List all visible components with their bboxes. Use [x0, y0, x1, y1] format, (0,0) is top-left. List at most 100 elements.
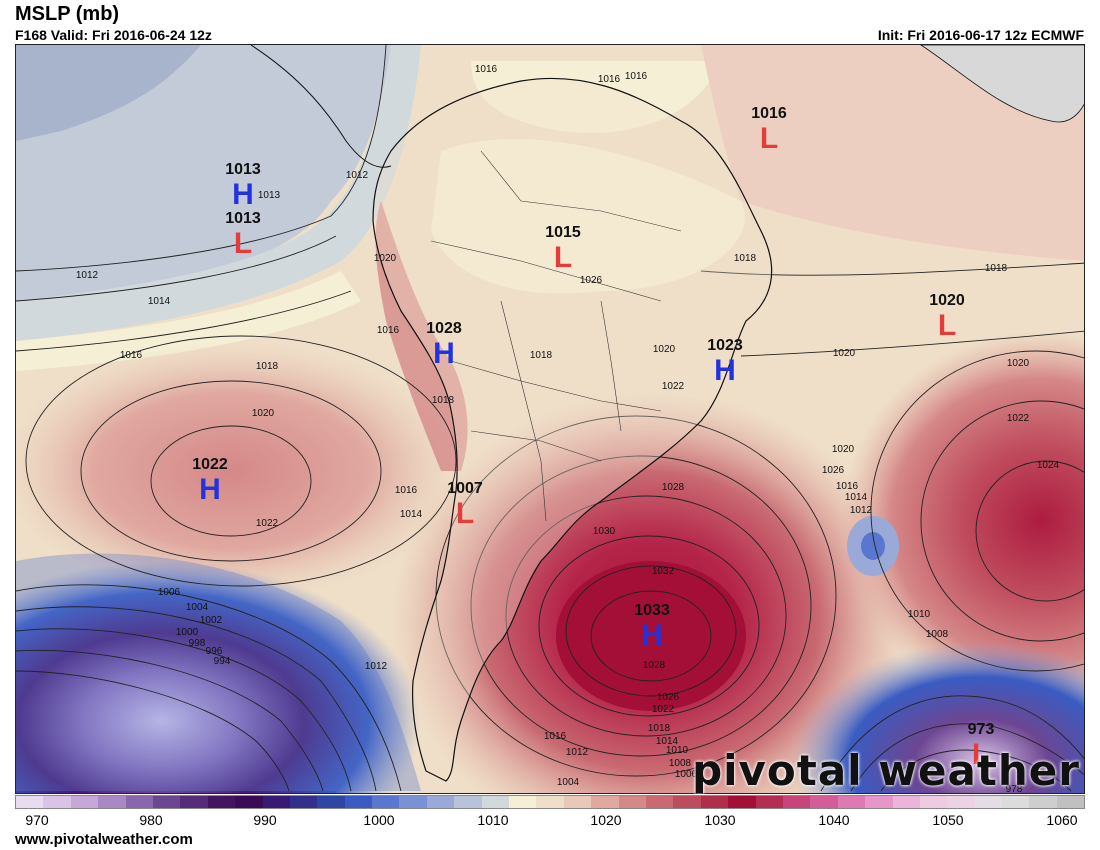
colorbar-segment — [426, 796, 455, 808]
isobar-label: 1016 — [395, 485, 418, 496]
isobar-label: 994 — [214, 656, 231, 667]
isobar-label: 1006 — [158, 587, 181, 598]
isobar-label: 1018 — [734, 253, 757, 264]
isobar-label: 1020 — [833, 348, 856, 359]
pressure-value-label: 1033 — [634, 602, 670, 619]
colorbar-segment — [700, 796, 729, 808]
low-pressure-marker: L — [456, 497, 474, 530]
isobar-label: 1026 — [822, 465, 845, 476]
isobar-label: 1018 — [256, 361, 279, 372]
colorbar-segment — [782, 796, 811, 808]
colorbar-segment — [1056, 796, 1085, 808]
isobar-label: 1012 — [76, 270, 99, 281]
isobar-label: 978 — [1006, 784, 1023, 793]
colorbar-segment — [317, 796, 345, 808]
pressure-value-label: 1023 — [707, 337, 743, 354]
pressure-value-label: 1013 — [225, 210, 261, 227]
high-pressure-marker: H — [641, 619, 663, 652]
isobar-label: 1026 — [657, 692, 680, 703]
colorbar-tick-label: 980 — [139, 812, 163, 828]
high-pressure-marker: H — [199, 473, 221, 506]
isobar-label: 1014 — [656, 736, 679, 747]
isobar-label: 1008 — [669, 758, 692, 769]
isobar-label: 996 — [206, 646, 223, 657]
isobar-label: 1004 — [557, 777, 580, 788]
isobar-label: 1016 — [598, 74, 621, 85]
high-pressure-marker: H — [232, 178, 254, 211]
pressure-value-label: 1028 — [426, 320, 462, 337]
colorbar-segment — [180, 796, 208, 808]
low-pressure-marker: L — [972, 738, 990, 771]
isobar-label: 1020 — [252, 408, 275, 419]
colorbar-segment — [16, 796, 44, 808]
low-pressure-marker: L — [234, 227, 252, 260]
isobar-label: 1016 — [475, 64, 498, 75]
isobar-label: 1032 — [652, 566, 675, 577]
colorbar-segment — [1002, 796, 1030, 808]
colorbar-tick-label: 1020 — [590, 812, 622, 828]
pressure-value-label: 973 — [968, 721, 995, 738]
isobar-label: 1030 — [593, 526, 616, 537]
isobar-label: 1010 — [908, 609, 931, 620]
colorbar-segment — [481, 796, 510, 808]
colorbar-segment — [728, 796, 756, 808]
isobar-label: 1024 — [1037, 460, 1060, 471]
isobar-label: 1020 — [653, 344, 676, 355]
colorbar-tick-label: 1060 — [1046, 812, 1078, 828]
isobar-label: 1016 — [377, 325, 400, 336]
isobar-label: 1012 — [566, 747, 589, 758]
colorbar-segment — [563, 796, 592, 808]
isobar-label: 1000 — [176, 627, 199, 638]
pressure-map[interactable]: 1013 H 1013 L 1016 L 1015 L 1020 L 1028 H 1023 H 1022 H… — [15, 44, 1085, 794]
colorbar-segment — [865, 796, 893, 808]
isobar-label: 1014 — [148, 296, 171, 307]
pressure-value-label: 1020 — [929, 292, 965, 309]
isobar-label: 1012 — [365, 661, 388, 672]
colorbar-segment — [837, 796, 866, 808]
isobar-label: 1006 — [675, 769, 698, 780]
colorbar-tick-label: 1000 — [363, 812, 395, 828]
isobar-label: 1016 — [544, 731, 567, 742]
pressure-value-label: 1013 — [225, 161, 261, 178]
isobar-label: 1022 — [256, 518, 279, 529]
colorbar-segment — [509, 796, 537, 808]
colorbar-labels: 970 980 990 1000 1010 1020 1030 1040 1050 1060 — [15, 810, 1085, 830]
pressure-value-label: 1022 — [192, 456, 228, 473]
colorbar-segment — [372, 796, 400, 808]
colorbar-segment — [454, 796, 482, 808]
isobar-label: 1022 — [1007, 413, 1030, 424]
isobar-label: 998 — [189, 638, 206, 649]
colorbar-segment — [618, 796, 646, 808]
colorbar-segment — [1029, 796, 1057, 808]
colorbar-tick-label: 1050 — [932, 812, 964, 828]
isobar-label: 1012 — [850, 505, 873, 516]
isobar-label: 1028 — [643, 660, 666, 671]
isobar-label: 1010 — [666, 745, 689, 756]
colorbar-segment — [70, 796, 99, 808]
colorbar-segment — [810, 796, 838, 808]
colorbar-segment — [289, 796, 318, 808]
colorbar-segment — [152, 796, 181, 808]
colorbar-segment — [43, 796, 71, 808]
footer-url[interactable]: www.pivotalweather.com — [15, 831, 193, 848]
colorbar-segment — [947, 796, 975, 808]
colorbar-tick-label: 970 — [25, 812, 49, 828]
colorbar-segment — [536, 796, 564, 808]
low-pressure-marker: L — [760, 122, 778, 155]
colorbar-segment — [974, 796, 1003, 808]
isobar-label: 1020 — [374, 253, 397, 264]
isobar-label: 1018 — [648, 723, 671, 734]
isobar-label: 1026 — [580, 275, 603, 286]
isobar-label: 1013 — [258, 190, 281, 201]
isobar-label: 1016 — [836, 481, 859, 492]
isobar-label: 1004 — [186, 602, 209, 613]
isobar-label: 1018 — [985, 263, 1008, 274]
colorbar-segment — [207, 796, 236, 808]
colorbar-segment — [98, 796, 126, 808]
colorbar-tick-label: 990 — [253, 812, 277, 828]
colorbar-segment — [645, 796, 674, 808]
isobar-label: 1028 — [662, 482, 685, 493]
isobar-label: 1014 — [845, 492, 868, 503]
